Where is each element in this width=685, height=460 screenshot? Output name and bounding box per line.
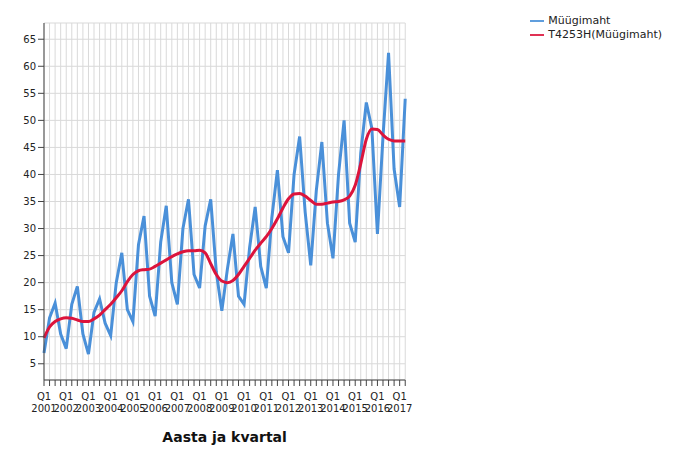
html-text:Q1: Q1 xyxy=(236,391,252,402)
html-text:2009: 2009 xyxy=(209,403,235,414)
svg-text:20: 20 xyxy=(23,277,36,288)
html-text:Q1: Q1 xyxy=(59,391,74,402)
html-text:Q1: Q1 xyxy=(281,391,296,402)
html-text:Q1: Q1 xyxy=(170,391,185,402)
html-text:Q1: Q1 xyxy=(303,391,318,402)
html-text:2006: 2006 xyxy=(142,403,168,414)
html-text:2016: 2016 xyxy=(364,403,391,414)
html-text:2008: 2008 xyxy=(186,403,213,414)
svg-text:35: 35 xyxy=(23,196,36,207)
svg-text:15: 15 xyxy=(23,304,36,315)
svg-text:60: 60 xyxy=(23,61,36,72)
html-text:2014: 2014 xyxy=(320,403,346,414)
html-text:Q1: Q1 xyxy=(214,391,229,402)
html-text:2012: 2012 xyxy=(275,403,302,414)
svg-text:25: 25 xyxy=(23,250,36,261)
html-text:Q1: Q1 xyxy=(348,391,363,402)
html-text:Q1: Q1 xyxy=(192,391,207,402)
html-text:Q1: Q1 xyxy=(259,391,274,402)
html-text:2010: 2010 xyxy=(231,403,257,414)
html-text:Q1: Q1 xyxy=(103,391,118,402)
html-text:Q1: Q1 xyxy=(148,391,163,402)
svg-text:50: 50 xyxy=(23,115,36,126)
svg-text:40: 40 xyxy=(23,169,36,180)
svg-text:45: 45 xyxy=(23,142,36,153)
html-text:2003: 2003 xyxy=(75,403,102,414)
svg-text:Aasta ja kvartal: Aasta ja kvartal xyxy=(162,429,286,445)
svg-text:Q12017: Q12017 xyxy=(387,391,412,414)
html-text:Q1: Q1 xyxy=(370,391,385,402)
html-text:2015: 2015 xyxy=(342,403,368,414)
html-text:Müügimaht: Müügimaht xyxy=(548,14,611,27)
html-text:2007: 2007 xyxy=(164,403,191,414)
html-text:Q1: Q1 xyxy=(81,391,96,402)
svg-text:10: 10 xyxy=(23,331,36,342)
svg-text:30: 30 xyxy=(23,223,36,234)
svg-text:65: 65 xyxy=(23,34,36,45)
html-text:T4253H(Müügimaht): T4253H(Müügimaht) xyxy=(548,28,662,41)
html-text:Q1: Q1 xyxy=(36,391,52,402)
html-text:2005: 2005 xyxy=(120,403,146,414)
html-text:2002: 2002 xyxy=(53,403,79,414)
html-text:2011: 2011 xyxy=(253,403,279,414)
svg-text:5: 5 xyxy=(30,358,36,369)
html-text:2004: 2004 xyxy=(98,403,124,414)
html-text:Q1: Q1 xyxy=(125,391,140,402)
html-text:2001: 2001 xyxy=(31,403,57,414)
html-text:Q1: Q1 xyxy=(325,391,341,402)
svg-text:55: 55 xyxy=(23,88,36,99)
html-text:2013: 2013 xyxy=(298,403,324,414)
